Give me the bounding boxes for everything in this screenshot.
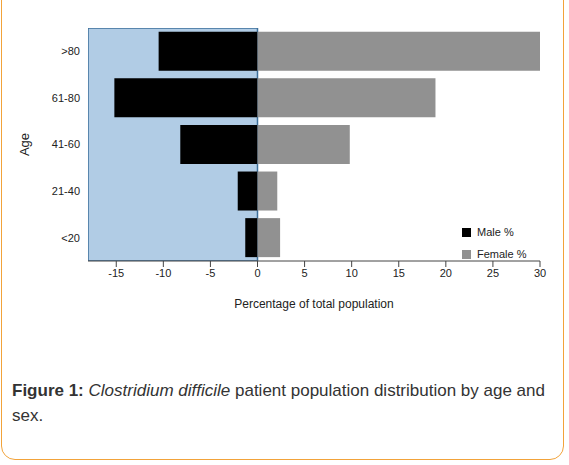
svg-text:Percentage of total population: Percentage of total population xyxy=(234,297,393,311)
html-text:Male %: Male % xyxy=(477,226,514,238)
svg-text:Age: Age xyxy=(17,133,32,156)
svg-text:25: 25 xyxy=(487,267,499,279)
svg-text:41-60: 41-60 xyxy=(52,138,80,150)
svg-text:21-40: 21-40 xyxy=(52,185,80,197)
svg-text:-5: -5 xyxy=(206,267,216,279)
svg-text:10: 10 xyxy=(346,267,358,279)
svg-text:30: 30 xyxy=(534,267,546,279)
svg-text:20: 20 xyxy=(440,267,452,279)
html-text:Figure 1: Clostridium difficil: Figure 1: Clostridium difficile patient … xyxy=(12,381,545,425)
html-text:Female %: Female % xyxy=(477,248,527,260)
svg-text:61-80: 61-80 xyxy=(52,92,80,104)
svg-text:-10: -10 xyxy=(155,267,171,279)
svg-text:15: 15 xyxy=(393,267,405,279)
svg-text:-15: -15 xyxy=(108,267,124,279)
svg-text:<20: <20 xyxy=(61,232,80,244)
svg-text:>80: >80 xyxy=(61,45,80,57)
svg-text:0: 0 xyxy=(254,267,260,279)
svg-text:5: 5 xyxy=(302,267,308,279)
